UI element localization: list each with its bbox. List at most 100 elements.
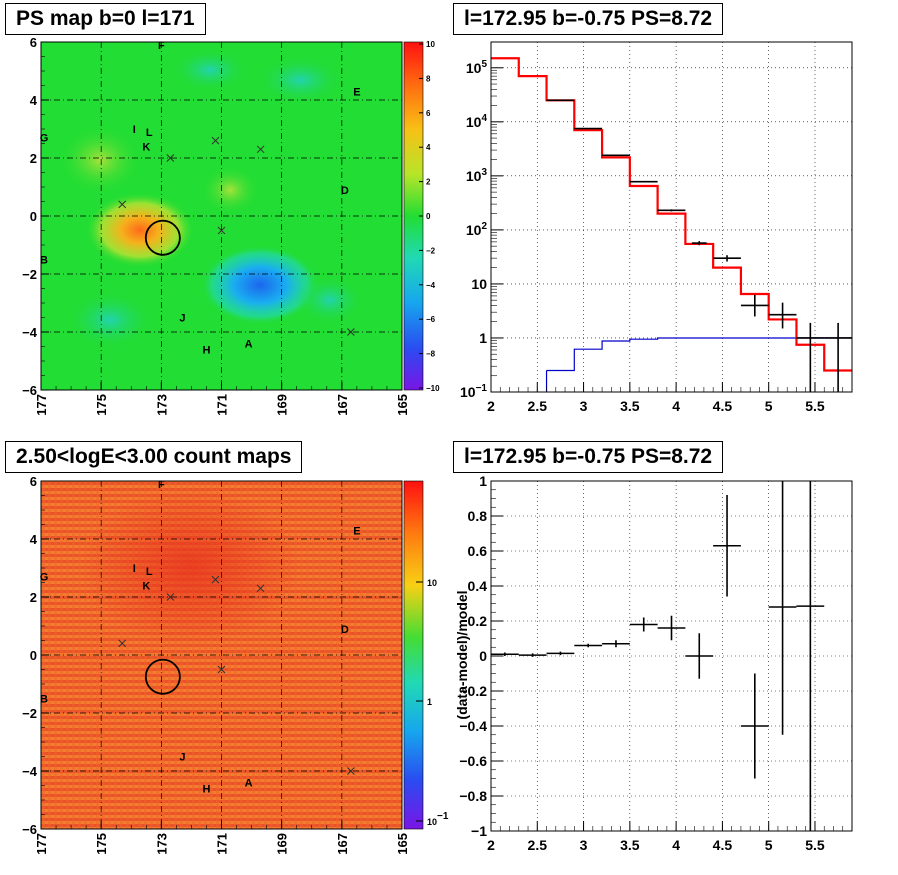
y-tick-label: 0 <box>30 648 37 663</box>
source-marker <box>217 226 226 235</box>
source-label-b: B <box>40 255 48 267</box>
residual-panel: 2 2.5 3 3.5 4 4.5 5 5.5 1 0.8 0.6 0.4 0.2 0 −0.2 −0.4 −0… <box>454 473 853 853</box>
y-tick-label: −0.8 <box>459 788 487 804</box>
ps-map-title: PS map b=0 l=171 <box>5 3 206 35</box>
spectrum-frame <box>490 41 853 393</box>
residual-title: l=172.95 b=-0.75 PS=8.72 <box>453 441 724 473</box>
marker-stroke <box>166 593 175 601</box>
source-marker <box>347 767 355 775</box>
source-label-f: F <box>158 40 165 52</box>
x-tick-label: 2.5 <box>528 837 548 853</box>
data-point <box>657 209 686 212</box>
colorbar-tick-label: 8 <box>426 74 431 83</box>
count-map-colorbar <box>403 480 424 830</box>
source-label-g: G <box>40 133 49 145</box>
source-marker <box>118 639 127 648</box>
x-tick-label: 5 <box>765 398 773 414</box>
y-tick-label: −2 <box>22 267 37 282</box>
marker-stroke <box>256 145 265 154</box>
y-tick-label: −2 <box>22 706 37 721</box>
y-tick-label: 4 <box>30 532 38 547</box>
colorbar-tick-label: 10 <box>427 578 437 588</box>
marker-stroke <box>217 226 226 235</box>
residual-point <box>685 633 714 679</box>
source-marker <box>166 154 175 162</box>
source-label-f: F <box>158 479 165 491</box>
x-tick-label: 175 <box>94 833 109 855</box>
colorbar-tick-label: 1 <box>427 697 432 707</box>
source-marker <box>166 593 175 601</box>
y-tick-label: −4 <box>22 764 38 779</box>
target-circle <box>144 658 181 695</box>
source-marker <box>211 575 220 584</box>
residual-axes: 2 2.5 3 3.5 4 4.5 5 5.5 1 0.8 0.6 0.4 0.2 0 −0.2 −0.4 −0… <box>459 473 853 853</box>
y-tick-label: 0 <box>30 209 37 224</box>
data-point <box>691 241 707 246</box>
x-tick-label: 173 <box>154 833 169 855</box>
y-tick-label: 105 <box>466 59 488 76</box>
y-tick-label: 10 <box>471 276 487 292</box>
residual-point <box>518 653 547 657</box>
ps-map-overlay: F E G I LK D B J A H <box>40 40 402 390</box>
y-tick-label: −1 <box>471 823 487 839</box>
y-tick-label: 4 <box>30 93 38 108</box>
source-label-l: L <box>146 566 153 578</box>
x-tick-label: 3 <box>580 837 588 853</box>
colorbar-tick-label: −4 <box>426 281 436 290</box>
y-tick-label: −0.4 <box>459 718 487 734</box>
residual-point <box>657 615 686 641</box>
x-tick-label: 173 <box>154 394 169 416</box>
colorbar-tick-label: −2 <box>426 246 436 255</box>
ps-map-features <box>58 48 365 350</box>
data-point <box>768 302 797 329</box>
marker-stroke <box>166 154 175 162</box>
source-label-b: B <box>40 694 48 706</box>
x-tick-label: 4.5 <box>713 837 733 853</box>
y-tick-label: −6 <box>22 383 37 398</box>
data-point <box>824 322 852 392</box>
source-label-e: E <box>353 86 360 98</box>
residual-point <box>602 640 630 648</box>
marker-stroke <box>347 767 355 775</box>
data-point <box>574 127 603 130</box>
marker-stroke <box>211 136 220 145</box>
y-tick-label: 0.4 <box>468 578 488 594</box>
source-marker <box>211 136 220 145</box>
y-tick-label: 0.6 <box>468 543 488 559</box>
colorbar-tick-label: 10 <box>426 40 435 49</box>
x-tick-label: 169 <box>275 394 290 416</box>
residual-point <box>740 673 769 779</box>
y-tick-label: 6 <box>30 474 37 489</box>
background-step-line <box>546 337 852 372</box>
x-tick-label: 3 <box>580 398 588 414</box>
x-tick-label: 171 <box>215 833 230 855</box>
source-label-d: D <box>341 185 349 197</box>
x-tick-label: 3.5 <box>620 398 640 414</box>
source-marker <box>217 665 226 674</box>
x-tick-label: 169 <box>275 833 290 855</box>
x-tick-label: 177 <box>34 394 49 416</box>
marker-stroke <box>347 328 355 336</box>
data-point <box>740 294 769 317</box>
source-label-i: I <box>133 563 136 575</box>
source-label-a: A <box>245 778 253 790</box>
count-map-title: 2.50<logE<3.00 count maps <box>5 441 303 473</box>
source-label-i: I <box>133 124 136 136</box>
data-point <box>713 255 741 262</box>
ps-map-colorbar-ticks: 10 8 6 4 2 0 −2 −4 −6 −8 −10 <box>419 40 440 393</box>
source-label-h: H <box>202 344 210 356</box>
source-marker <box>347 328 355 336</box>
colorbar-tick-label: −10 <box>426 384 440 393</box>
source-label-l: L <box>146 127 153 139</box>
y-tick-label: −6 <box>22 822 37 837</box>
x-tick-label: 5.5 <box>805 837 825 853</box>
x-tick-label: 167 <box>335 833 350 855</box>
y-tick-label: 6 <box>30 35 37 50</box>
source-marker <box>256 584 265 593</box>
colorbar-tick-label: 2 <box>426 178 431 187</box>
x-tick-label: 3.5 <box>620 837 640 853</box>
source-label-j: J <box>179 313 185 325</box>
residual-point <box>491 652 519 656</box>
residual-grid <box>490 481 852 831</box>
